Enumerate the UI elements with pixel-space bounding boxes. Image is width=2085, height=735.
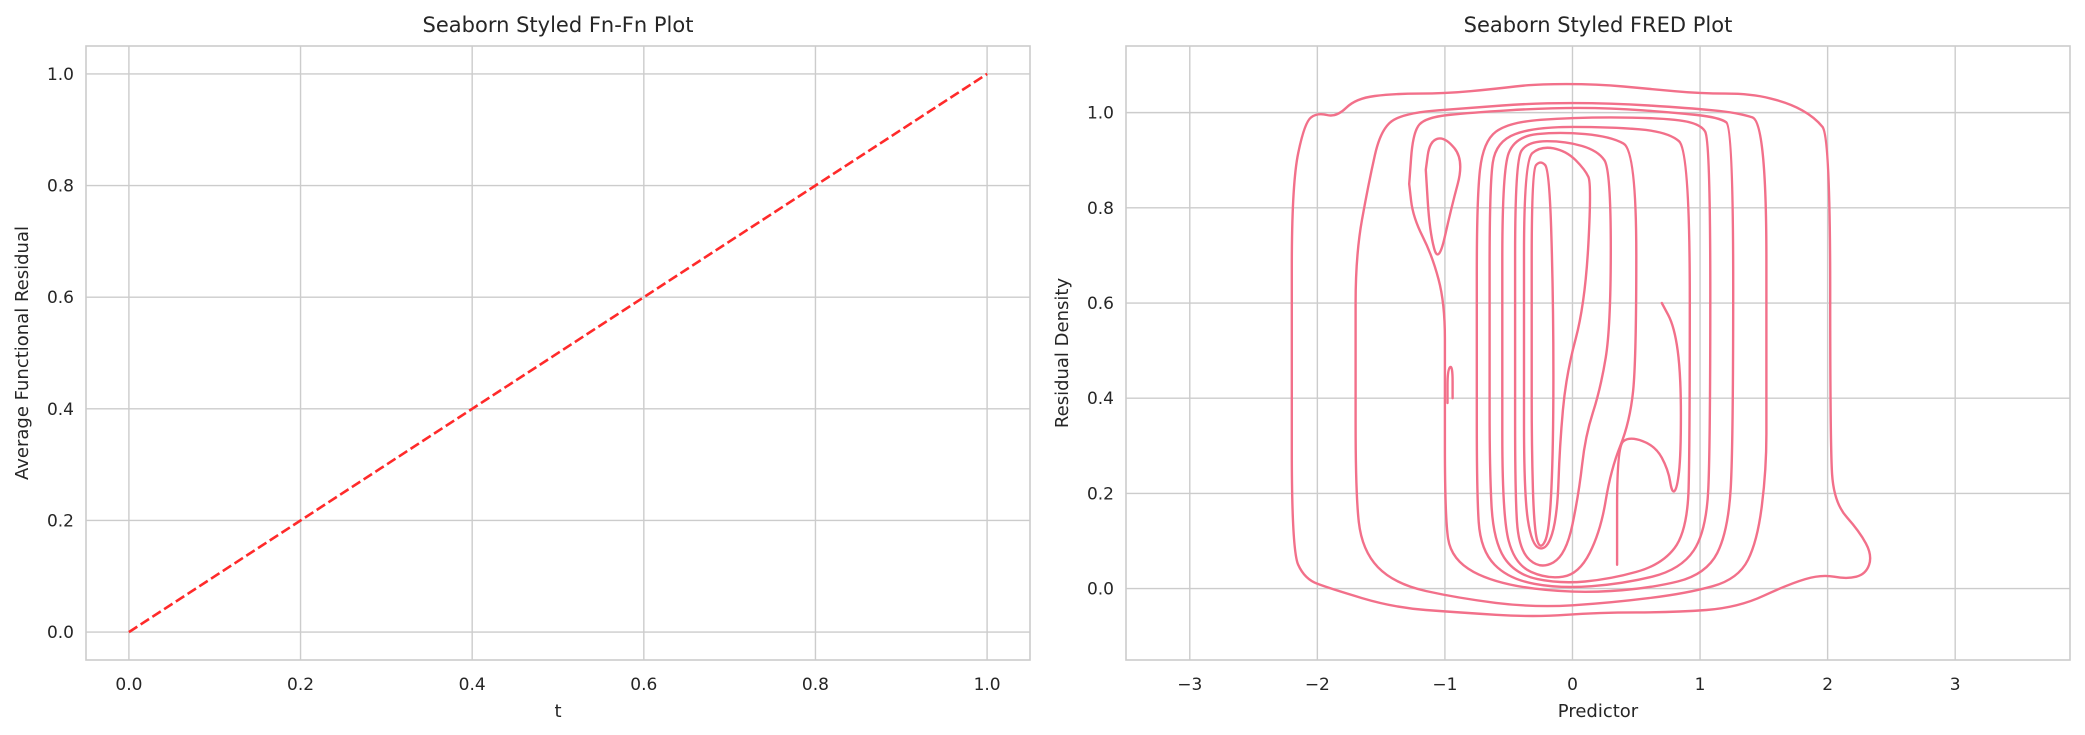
fred-x-axis-label: Predictor (1558, 701, 1639, 722)
fred-x-tick-label: 3 (1950, 675, 1961, 695)
fred-contour-line (1615, 301, 1683, 566)
fn-fn-x-tick-label: 0.0 (115, 675, 142, 695)
fred-x-tick-label: −2 (1305, 675, 1330, 695)
fn-fn-plot-title: Seaborn Styled Fn-Fn Plot (423, 13, 694, 37)
fred-contour-line (1530, 161, 1555, 547)
fred-density-contours (1290, 82, 1872, 618)
fn-fn-plot-frame (85, 45, 1031, 661)
fred-contour-line (1408, 106, 1735, 593)
fred-y-tick-label: 0.4 (1087, 389, 1114, 409)
fred-x-tick-label: 2 (1822, 675, 1833, 695)
fred-plot-title: Seaborn Styled FRED Plot (1464, 13, 1733, 37)
fred-x-tick-label: −1 (1432, 675, 1457, 695)
fred-tick-labels: −3 −2 −1 0 1 2 3 0.0 0.2 0.4 0.6 0.8 1.0 (1087, 104, 1961, 695)
fn-fn-series (128, 72, 988, 634)
fred-y-tick-label: 0.6 (1087, 294, 1114, 314)
fred-y-tick-label: 0.8 (1087, 199, 1114, 219)
fn-fn-gridlines (86, 46, 1030, 660)
fred-plot-axes: −3 −2 −1 0 1 2 3 0.0 0.2 0.4 0.6 0.8 1.0 Seaborn Sty… (1052, 13, 2071, 722)
fn-fn-y-tick-label: 0.2 (47, 511, 74, 531)
fred-x-tick-label: 1 (1695, 675, 1706, 695)
fn-fn-tick-labels: 0.0 0.2 0.4 0.6 0.8 1.0 0.0 0.2 0.4 0.6 0.8 1.0 (47, 65, 1001, 695)
fn-fn-x-tick-label: 0.2 (287, 675, 314, 695)
fred-x-tick-label: −3 (1177, 675, 1202, 695)
fn-fn-x-tick-label: 1.0 (974, 675, 1001, 695)
fred-contour-line (1488, 125, 1691, 584)
fred-y-axis-label: Residual Density (1052, 278, 1073, 429)
fred-gridlines (1126, 46, 2070, 660)
fn-fn-y-tick-label: 0.6 (47, 288, 74, 308)
fn-fn-x-tick-label: 0.6 (630, 675, 657, 695)
fred-y-tick-label: 1.0 (1087, 104, 1114, 124)
fred-x-tick-label: 0 (1567, 675, 1578, 695)
fn-fn-y-tick-label: 0.0 (47, 623, 74, 643)
fred-contour-line (1424, 137, 1462, 256)
fn-fn-plot-axes: 0.0 0.2 0.4 0.6 0.8 1.0 0.0 0.2 0.4 0.6 0.8 1.0 Sea… (12, 13, 1031, 722)
fn-fn-x-axis-label: t (554, 701, 561, 722)
fred-contour-line (1501, 131, 1638, 579)
fred-plot-frame (1125, 45, 2071, 661)
fred-contour-line (1290, 82, 1872, 618)
fred-y-tick-label: 0.2 (1087, 484, 1114, 504)
fred-contour-line (1522, 146, 1592, 550)
fn-fn-x-tick-label: 0.4 (459, 675, 486, 695)
fn-fn-y-axis-label: Average Functional Residual (12, 226, 33, 480)
fn-fn-y-tick-label: 0.8 (47, 177, 74, 197)
fred-contour-line (1446, 365, 1454, 405)
fred-contour-line (1475, 116, 1712, 589)
fn-fn-series-line (128, 72, 988, 634)
fred-contour-line (1354, 101, 1768, 608)
fn-fn-y-tick-label: 1.0 (47, 65, 74, 85)
fred-y-tick-label: 0.0 (1087, 580, 1114, 600)
fn-fn-y-tick-label: 0.4 (47, 400, 74, 420)
fn-fn-x-tick-label: 0.8 (802, 675, 829, 695)
fred-contour-line (1513, 140, 1612, 567)
